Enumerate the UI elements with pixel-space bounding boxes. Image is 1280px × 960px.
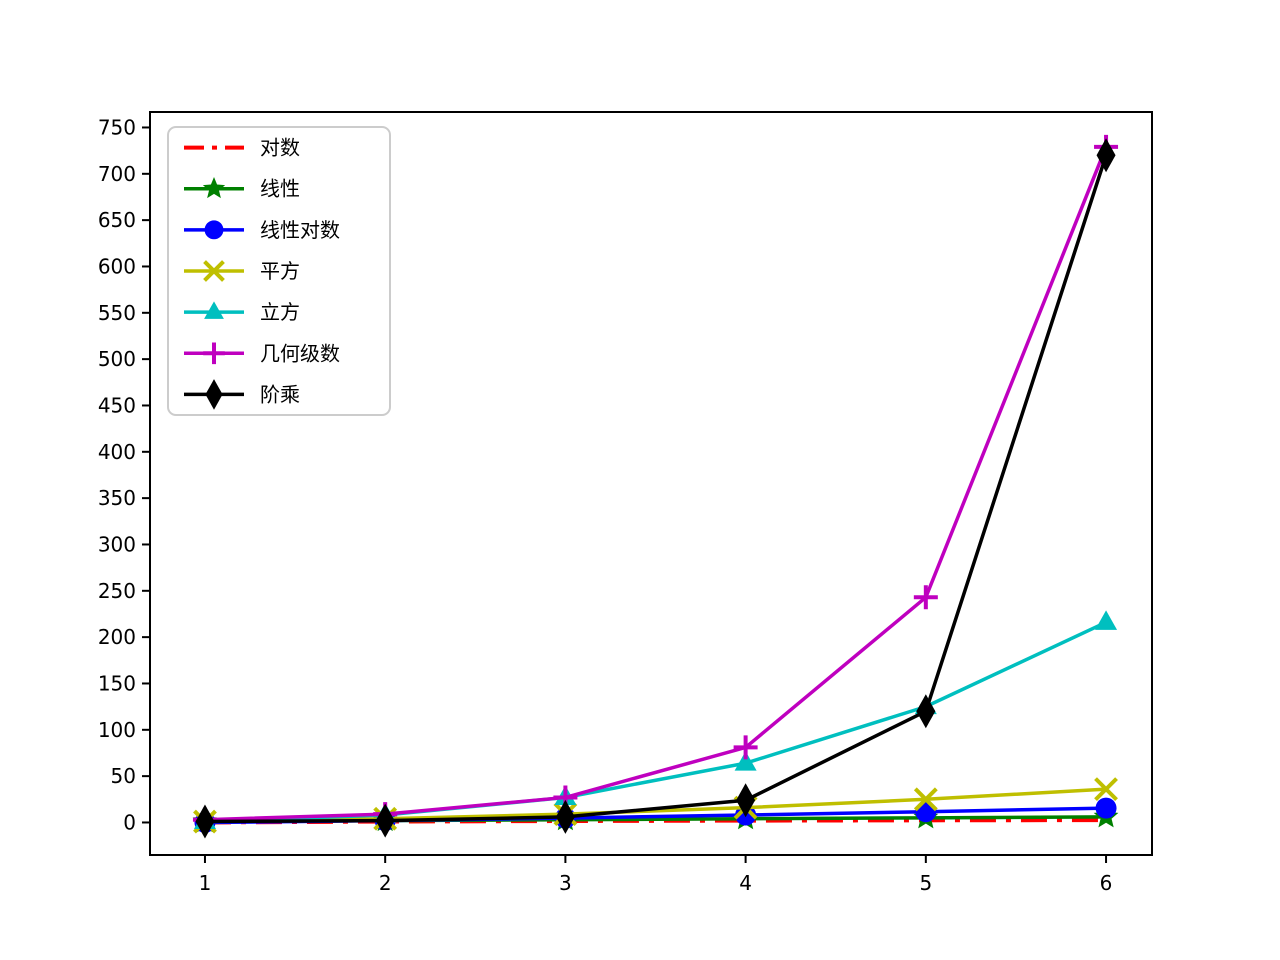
triangle-marker [734,751,757,771]
x-tick-label: 3 [559,871,572,895]
x-marker [913,787,938,812]
y-tick-label: 700 [98,162,136,186]
x-tick-label: 2 [379,871,392,895]
y-tick-label: 400 [98,440,136,464]
y-tick-label: 250 [98,579,136,603]
y-tick-label: 600 [98,254,136,278]
series-line [204,154,1108,824]
legend-entry-0: 对数 [184,136,300,160]
x-tick-label: 4 [739,871,752,895]
diamond-marker [916,694,936,729]
x-tick-label: 6 [1100,871,1113,895]
x-marker [203,260,225,282]
series-line [204,146,1108,822]
y-tick-label: 650 [98,208,136,232]
diamond-marker [736,783,756,818]
series-0 [204,818,1107,825]
plus-marker [913,585,938,610]
y-tick-label: 100 [98,718,136,742]
legend-label: 对数 [260,136,300,160]
legend-label: 几何级数 [260,341,340,365]
legend-label: 平方 [260,259,300,283]
plus-marker [733,735,758,760]
series-line [204,818,1107,825]
series-6 [195,138,1116,839]
x-tick-label: 1 [199,871,212,895]
diamond-marker [195,804,215,839]
y-tick-label: 0 [123,810,136,834]
legend-entry-2: 线性对数 [184,218,340,242]
circle-marker [1095,797,1117,819]
y-tick-label: 750 [98,115,136,139]
triangle-marker [1095,610,1118,630]
circle-marker [204,220,224,240]
legend-label: 线性对数 [260,218,340,242]
y-tick-label: 500 [98,347,136,371]
legend-entry-5: 几何级数 [184,341,340,365]
series-5 [192,134,1119,832]
diamond-marker [1096,138,1116,173]
plot-frame [149,111,1153,856]
y-tick-label: 150 [98,671,136,695]
legend-entry-6: 阶乘 [184,379,300,410]
legend-entry-4: 立方 [184,300,300,324]
x-marker [1094,777,1118,802]
legend-entry-3: 平方 [184,259,300,283]
y-tick-label: 300 [98,532,136,556]
legend-box [167,126,391,416]
legend-label: 阶乘 [260,382,300,406]
y-tick-label: 350 [98,486,136,510]
y-tick-label: 200 [98,625,136,649]
legend-entry-1: 线性 [184,177,300,201]
plus-marker [203,342,225,365]
diamond-marker [555,799,575,834]
diamond-marker [205,379,223,410]
axis-ticks: 0 50 100 150 200 250 300 350 400 450 500 550 600 650 7… [98,115,1113,895]
y-tick-label: 50 [111,764,136,788]
star-marker [202,177,226,199]
x-tick-label: 5 [919,871,932,895]
triangle-marker [204,301,224,319]
diamond-marker [375,803,395,838]
y-tick-label: 450 [98,393,136,417]
legend-label: 立方 [260,300,300,324]
y-tick-label: 550 [98,301,136,325]
legend-label: 线性 [260,177,300,201]
